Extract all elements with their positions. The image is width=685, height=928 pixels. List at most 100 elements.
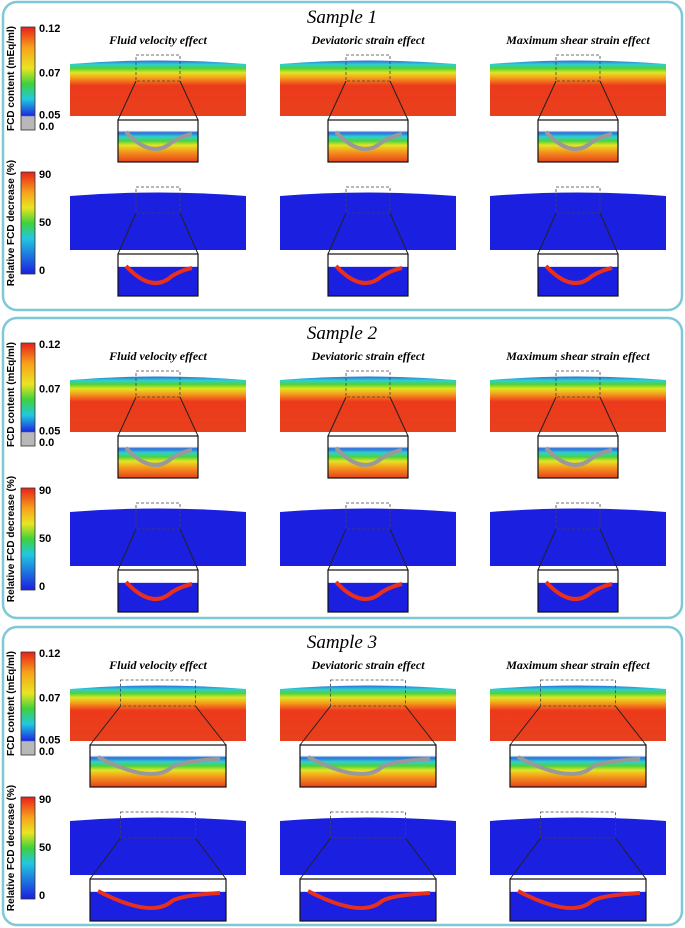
zoom-lines	[537, 212, 619, 255]
simulation-image	[70, 60, 246, 116]
zoom-lines	[117, 80, 199, 121]
zoom-lines	[537, 528, 619, 571]
zoom-image	[537, 253, 619, 297]
colorbar-tick-label: 0.0	[39, 121, 54, 133]
column-title: Deviatoric strain effect	[310, 33, 425, 47]
colorbar-tick-label: 0.05	[39, 734, 60, 746]
simulation-image	[280, 376, 456, 432]
defect	[334, 264, 403, 286]
colorbar-tick-label: 0.0	[39, 437, 54, 449]
defect	[544, 130, 613, 152]
zoom-region	[555, 186, 601, 214]
zoom-lines	[327, 80, 409, 121]
column-title: Maximum shear strain effect	[505, 33, 650, 47]
zoom-region	[540, 811, 616, 839]
zoom-region	[345, 186, 391, 214]
zoom-lines	[299, 837, 437, 880]
zoom-lines	[537, 80, 619, 121]
colorbar-label: FCD content (mEq/ml)	[6, 651, 17, 756]
simulation-image	[280, 508, 456, 566]
panel-border	[1, 0, 684, 312]
zoom-region	[135, 370, 181, 398]
colorbar	[20, 342, 36, 447]
defect	[334, 580, 403, 602]
zoom-region	[135, 502, 181, 530]
zoom-region	[345, 370, 391, 398]
colorbar-label: Relative FCD decrease (%)	[6, 476, 17, 602]
zoom-region	[330, 679, 406, 707]
simulation-image	[70, 817, 246, 875]
zoom-region	[135, 186, 181, 214]
zoom-lines	[537, 396, 619, 437]
zoom-region	[345, 502, 391, 530]
zoom-image	[117, 119, 199, 163]
zoom-lines	[299, 705, 437, 746]
zoom-region	[330, 811, 406, 839]
simulation-image	[490, 376, 666, 432]
simulation-image	[280, 817, 456, 875]
zoom-region	[345, 54, 391, 82]
zoom-image	[117, 435, 199, 479]
zoom-region	[540, 679, 616, 707]
zoom-region	[555, 370, 601, 398]
zoom-image	[537, 569, 619, 613]
defect	[124, 130, 193, 152]
defect	[307, 889, 431, 911]
colorbar-tick-label: 0.12	[39, 648, 60, 660]
simulation-image	[70, 376, 246, 432]
colorbar-tick-label: 0.07	[39, 67, 60, 79]
simulation-image	[490, 192, 666, 250]
zoom-lines	[89, 705, 227, 746]
colorbar-label: FCD content (mEq/ml)	[6, 26, 17, 131]
zoom-image	[509, 744, 647, 788]
colorbar-tick-label: 0.05	[39, 109, 60, 121]
zoom-region	[120, 811, 196, 839]
simulation-image	[280, 685, 456, 741]
panel-border	[1, 316, 684, 620]
zoom-lines	[509, 837, 647, 880]
simulation-image	[490, 508, 666, 566]
zoom-image	[117, 569, 199, 613]
sample-title: Sample 3	[307, 632, 377, 653]
zoom-image	[537, 435, 619, 479]
defect	[124, 446, 193, 468]
column-title: Deviatoric strain effect	[310, 349, 425, 363]
column-title: Deviatoric strain effect	[310, 658, 425, 672]
colorbar-label: Relative FCD decrease (%)	[6, 160, 17, 286]
colorbar	[20, 26, 36, 131]
zoom-image	[89, 878, 227, 922]
simulation-image	[490, 60, 666, 116]
column-title: Fluid velocity effect	[108, 658, 207, 672]
sample-title: Sample 2	[307, 323, 378, 344]
sample-panel: Sample 3 Fluid velocity effect Deviatoric …	[1, 625, 684, 927]
zoom-image	[299, 744, 437, 788]
zoom-lines	[117, 528, 199, 571]
zoom-image	[327, 435, 409, 479]
colorbar-tick-label: 0.12	[39, 339, 60, 351]
simulation-image	[70, 508, 246, 566]
zoom-image	[327, 253, 409, 297]
column-title: Fluid velocity effect	[108, 33, 207, 47]
defect	[124, 580, 193, 602]
defect	[124, 264, 193, 286]
zoom-lines	[117, 212, 199, 255]
sample-panel: Sample 1 Fluid velocity effect Deviatoric …	[1, 0, 684, 312]
simulation-image	[70, 685, 246, 741]
colorbar	[20, 796, 36, 900]
colorbar-tick-label: 50	[39, 533, 51, 545]
simulation-image	[280, 192, 456, 250]
colorbar-tick-label: 0.07	[39, 692, 60, 704]
zoom-lines	[327, 528, 409, 571]
colorbar-tick-label: 90	[39, 794, 51, 806]
column-title: Fluid velocity effect	[108, 349, 207, 363]
zoom-lines	[327, 212, 409, 255]
sample-title: Sample 1	[307, 7, 377, 28]
simulation-image	[70, 192, 246, 250]
zoom-lines	[89, 837, 227, 880]
zoom-image	[327, 119, 409, 163]
colorbar-tick-label: 0.05	[39, 425, 60, 437]
defect	[97, 755, 221, 777]
defect	[544, 580, 613, 602]
colorbar-tick-label: 0.0	[39, 746, 54, 758]
